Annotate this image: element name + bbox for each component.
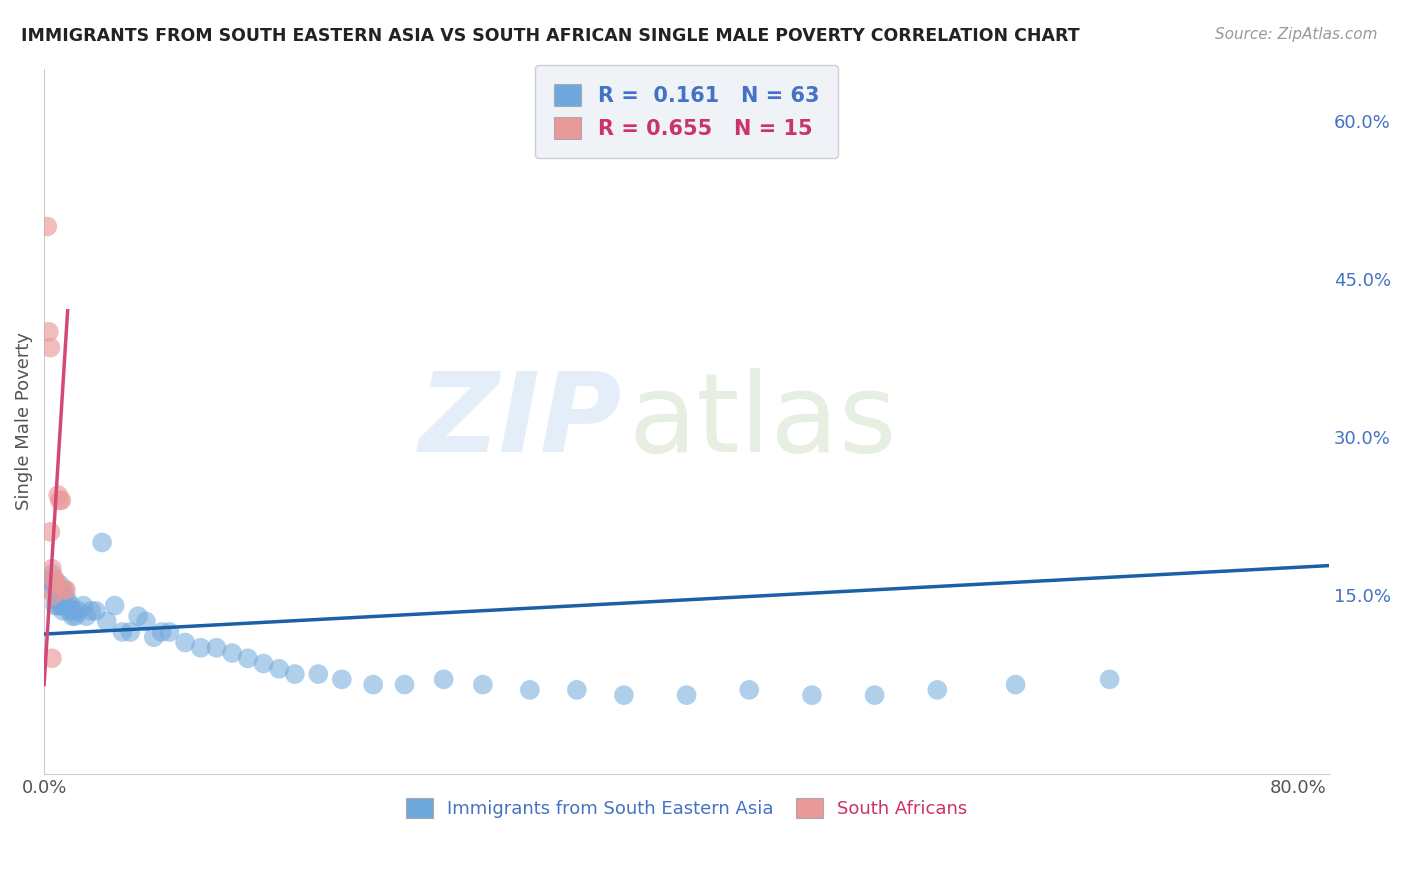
Point xyxy=(800,688,823,702)
Point xyxy=(41,567,63,582)
Point xyxy=(111,624,134,639)
Point xyxy=(42,588,65,602)
Point xyxy=(63,604,86,618)
Point xyxy=(75,609,97,624)
Point xyxy=(205,640,228,655)
Point xyxy=(55,599,77,613)
Point xyxy=(150,624,173,639)
Point xyxy=(269,662,291,676)
Point xyxy=(1098,673,1121,687)
Point xyxy=(60,609,83,624)
Point xyxy=(330,673,353,687)
Point xyxy=(120,624,142,639)
Point xyxy=(1004,677,1026,691)
Point xyxy=(45,577,67,591)
Point xyxy=(135,615,157,629)
Point xyxy=(565,682,588,697)
Legend: Immigrants from South Eastern Asia, South Africans: Immigrants from South Eastern Asia, Sout… xyxy=(399,790,974,825)
Point xyxy=(471,677,494,691)
Point xyxy=(675,688,697,702)
Point xyxy=(72,599,94,613)
Point xyxy=(284,667,307,681)
Point xyxy=(55,582,77,597)
Point xyxy=(127,609,149,624)
Text: Source: ZipAtlas.com: Source: ZipAtlas.com xyxy=(1215,27,1378,42)
Point xyxy=(96,615,118,629)
Point xyxy=(307,667,329,681)
Point xyxy=(37,219,59,234)
Text: IMMIGRANTS FROM SOUTH EASTERN ASIA VS SOUTH AFRICAN SINGLE MALE POVERTY CORRELAT: IMMIGRANTS FROM SOUTH EASTERN ASIA VS SO… xyxy=(21,27,1080,45)
Point xyxy=(738,682,761,697)
Point xyxy=(174,635,197,649)
Point xyxy=(252,657,274,671)
Y-axis label: Single Male Poverty: Single Male Poverty xyxy=(15,333,32,510)
Point xyxy=(927,682,949,697)
Point xyxy=(44,599,66,613)
Point xyxy=(44,582,66,597)
Point xyxy=(41,651,63,665)
Point xyxy=(38,325,60,339)
Point xyxy=(39,582,62,597)
Point xyxy=(613,688,636,702)
Point xyxy=(39,524,62,539)
Point xyxy=(46,488,69,502)
Point xyxy=(42,577,65,591)
Point xyxy=(59,599,82,613)
Point xyxy=(49,588,72,602)
Point xyxy=(58,604,80,618)
Point xyxy=(91,535,114,549)
Point xyxy=(45,577,67,591)
Point xyxy=(39,341,62,355)
Point xyxy=(65,609,87,624)
Point xyxy=(159,624,181,639)
Point xyxy=(53,588,76,602)
Point xyxy=(221,646,243,660)
Point xyxy=(519,682,541,697)
Point xyxy=(51,493,73,508)
Point xyxy=(45,593,67,607)
Point xyxy=(433,673,456,687)
Point xyxy=(52,582,75,597)
Point xyxy=(84,604,107,618)
Point xyxy=(80,604,103,618)
Point xyxy=(46,582,69,597)
Point xyxy=(236,651,259,665)
Point xyxy=(42,572,65,586)
Point xyxy=(49,577,72,591)
Point xyxy=(53,582,76,597)
Point xyxy=(38,572,60,586)
Point xyxy=(51,582,73,597)
Text: ZIP: ZIP xyxy=(419,368,623,475)
Point xyxy=(142,630,165,644)
Point xyxy=(190,640,212,655)
Point xyxy=(49,493,72,508)
Point xyxy=(104,599,127,613)
Point xyxy=(52,604,75,618)
Point xyxy=(394,677,416,691)
Point xyxy=(56,593,79,607)
Point xyxy=(67,604,90,618)
Text: atlas: atlas xyxy=(628,368,897,475)
Point xyxy=(361,677,384,691)
Point xyxy=(46,599,69,613)
Point xyxy=(41,562,63,576)
Point xyxy=(51,599,73,613)
Point xyxy=(863,688,886,702)
Point xyxy=(44,572,66,586)
